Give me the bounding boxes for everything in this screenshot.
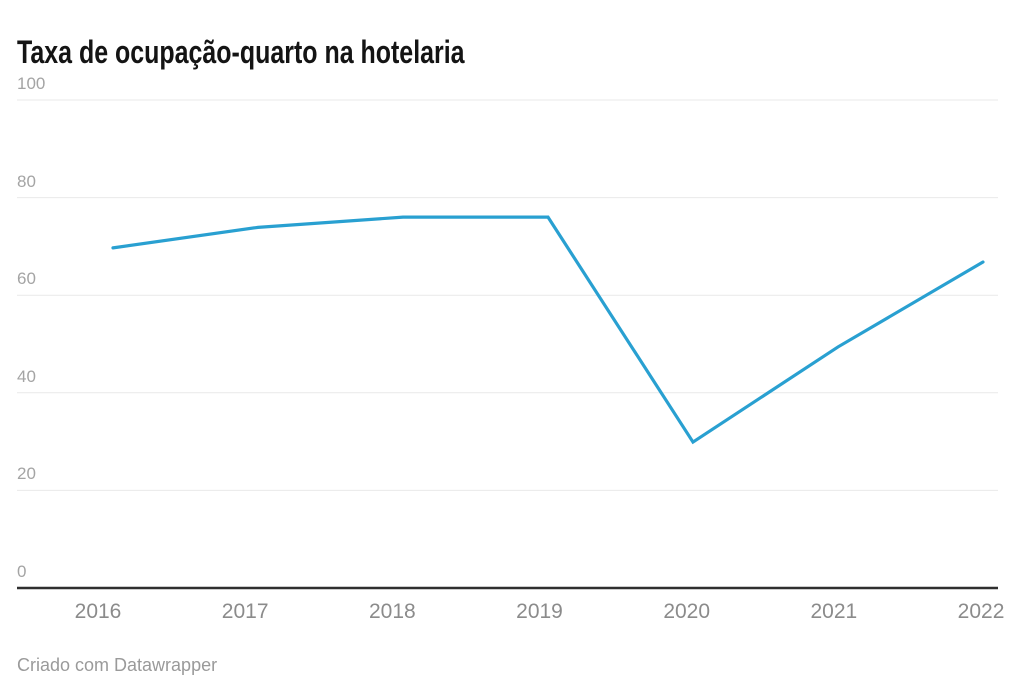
x-tick-label: 2019 bbox=[516, 600, 563, 623]
y-tick-label: 80 bbox=[17, 171, 36, 191]
x-tick-label: 2017 bbox=[221, 600, 269, 623]
x-tick-label: 2022 bbox=[957, 600, 1005, 623]
x-tick-label: 2020 bbox=[663, 600, 711, 623]
y-tick-label: 60 bbox=[17, 269, 36, 289]
x-tick-label: 2021 bbox=[810, 600, 858, 623]
chart-title: Taxa de ocupação-quarto na hotelaria bbox=[17, 34, 465, 71]
datawrapper-credit-link[interactable]: Criado com Datawrapper bbox=[17, 655, 218, 675]
x-tick-label: 2018 bbox=[368, 600, 416, 623]
x-tick-label: 2016 bbox=[74, 600, 122, 623]
y-tick-label: 0 bbox=[17, 562, 27, 581]
y-tick-label: 40 bbox=[17, 366, 36, 386]
y-tick-label: 100 bbox=[17, 74, 46, 93]
y-tick-label: 20 bbox=[17, 464, 36, 484]
occupancy-rate-line bbox=[111, 215, 985, 445]
